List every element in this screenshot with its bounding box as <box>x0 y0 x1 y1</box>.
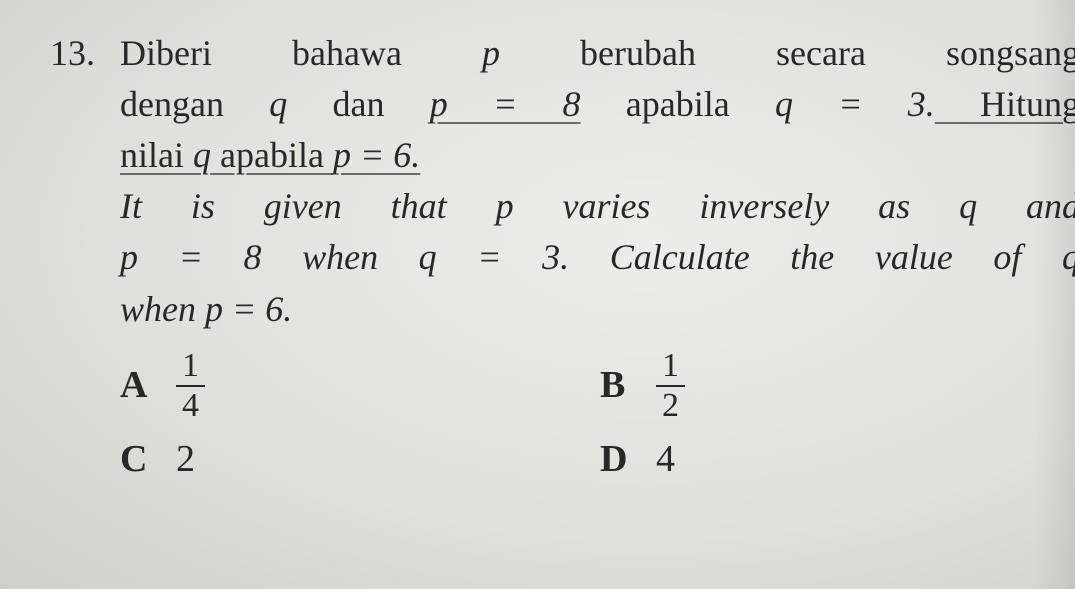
text: Calculate the value of <box>569 237 1062 277</box>
option-letter: D <box>600 433 634 487</box>
option-d[interactable]: D 4 <box>600 433 1040 487</box>
var-q: q <box>269 84 287 124</box>
option-c[interactable]: C 2 <box>120 433 560 487</box>
fraction-denominator: 2 <box>656 385 685 423</box>
fraction-numerator: 1 <box>656 349 685 385</box>
malay-line-2: dengan q dan p = 8 apabila q = 3. Hitung <box>120 79 1075 130</box>
option-value: 4 <box>656 433 675 487</box>
question-13: 13. Diberi bahawa p berubah secara songs… <box>50 28 1039 487</box>
eq-p8: p = 8 <box>120 237 261 277</box>
english-line-2: p = 8 when q = 3. Calculate the value of… <box>120 232 1075 283</box>
option-value-fraction: 1 4 <box>176 349 205 423</box>
text: varies inversely as <box>514 186 960 226</box>
option-letter: C <box>120 433 154 487</box>
text: and <box>977 186 1075 226</box>
option-a[interactable]: A 1 4 <box>120 349 560 423</box>
text: It is given that <box>120 186 496 226</box>
eq-p8: p = 8 <box>430 84 581 124</box>
english-line-3: when p = 6. <box>120 284 1075 335</box>
answer-options: A 1 4 B 1 2 C 2 <box>120 349 1040 487</box>
text: apabila <box>581 84 775 124</box>
eq-q3: q = 3. <box>419 237 569 277</box>
question-number: 13. <box>50 28 120 79</box>
option-letter: A <box>120 359 154 413</box>
var-q: q <box>959 186 977 226</box>
text: apabila <box>211 135 333 175</box>
eq-q3: q = 3. <box>775 84 935 124</box>
text: dengan <box>120 84 269 124</box>
malay-line-1: Diberi bahawa p berubah secara songsang <box>120 28 1075 79</box>
fraction-numerator: 1 <box>176 349 205 385</box>
text: berubah secara songsang <box>500 33 1075 73</box>
var-q: q <box>193 135 211 175</box>
option-value-fraction: 1 2 <box>656 349 685 423</box>
exam-page: 13. Diberi bahawa p berubah secara songs… <box>0 0 1075 515</box>
question-body: Diberi bahawa p berubah secara songsang … <box>120 28 1075 487</box>
var-p: p <box>496 186 514 226</box>
text: nilai <box>120 135 193 175</box>
var-q: q <box>1062 237 1075 277</box>
text-hitung: Hitung <box>935 84 1075 124</box>
option-value: 2 <box>176 433 195 487</box>
option-b[interactable]: B 1 2 <box>600 349 1040 423</box>
var-p: p <box>482 33 500 73</box>
eq-p6: p = 6. <box>333 135 420 175</box>
english-line-1: It is given that p varies inversely as q… <box>120 181 1075 232</box>
malay-line-3: nilai q apabila p = 6. <box>120 130 1075 181</box>
text: Diberi bahawa <box>120 33 482 73</box>
fraction-denominator: 4 <box>176 385 205 423</box>
text: when <box>261 237 418 277</box>
option-letter: B <box>600 359 634 413</box>
text: dan <box>287 84 429 124</box>
